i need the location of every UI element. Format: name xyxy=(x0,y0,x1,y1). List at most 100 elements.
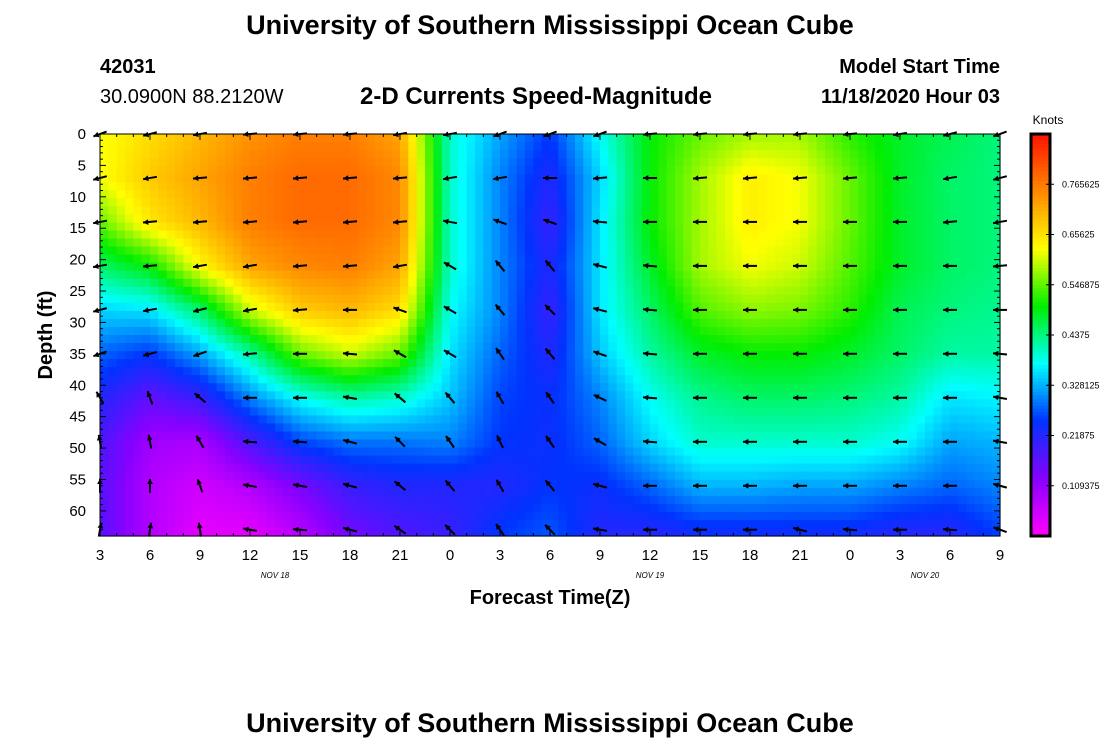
heatmap-cell xyxy=(158,471,168,481)
heatmap-cell xyxy=(916,190,926,199)
heatmap-cell xyxy=(291,166,301,175)
heatmap-cell xyxy=(550,391,559,400)
heatmap-cell xyxy=(566,310,576,320)
heatmap-cell xyxy=(741,254,751,264)
heatmap-cell xyxy=(883,351,893,360)
heatmap-cell xyxy=(925,318,934,328)
heatmap-cell xyxy=(575,254,584,264)
heatmap-cell xyxy=(866,238,876,248)
heatmap-cell xyxy=(316,190,326,199)
heatmap-cell xyxy=(700,383,709,392)
heatmap-cell xyxy=(758,262,768,272)
heatmap-cell xyxy=(625,134,634,143)
heatmap-cell xyxy=(150,335,159,344)
heatmap-cell xyxy=(758,519,768,529)
heatmap-cell xyxy=(708,519,718,529)
heatmap-cell xyxy=(758,511,768,521)
heatmap-cell xyxy=(233,431,243,441)
heatmap-cell xyxy=(316,367,326,376)
heatmap-cell xyxy=(208,431,218,441)
heatmap-cell xyxy=(675,286,684,296)
heatmap-cell xyxy=(633,359,643,368)
heatmap-cell xyxy=(508,375,518,384)
heatmap-cell xyxy=(841,495,851,505)
heatmap-cell xyxy=(500,174,509,183)
heatmap-cell xyxy=(233,134,243,143)
heatmap-cell xyxy=(716,198,726,207)
heatmap-cell xyxy=(183,262,193,272)
heatmap-cell xyxy=(875,134,884,143)
heatmap-cell xyxy=(508,455,518,465)
heatmap-cell xyxy=(900,302,909,312)
heatmap-cell xyxy=(325,206,334,215)
heatmap-cell xyxy=(425,519,434,529)
heatmap-cell xyxy=(141,158,151,167)
heatmap-cell xyxy=(650,479,659,489)
heatmap-cell xyxy=(483,439,493,449)
heatmap-cell xyxy=(658,335,668,344)
heatmap-cell xyxy=(866,182,876,191)
heatmap-cell xyxy=(241,423,251,433)
heatmap-cell xyxy=(825,278,834,288)
heatmap-cell xyxy=(775,375,784,384)
heatmap-cell xyxy=(791,527,801,537)
heatmap-cell xyxy=(566,439,576,449)
heatmap-cell xyxy=(625,407,634,416)
heatmap-cell xyxy=(341,214,351,224)
heatmap-cell xyxy=(400,326,409,336)
heatmap-cell xyxy=(558,439,568,449)
heatmap-cell xyxy=(900,254,909,264)
heatmap-cell xyxy=(416,431,426,441)
heatmap-cell xyxy=(483,174,493,183)
heatmap-cell xyxy=(300,463,309,473)
heatmap-cell xyxy=(616,270,626,280)
heatmap-cell xyxy=(566,166,576,175)
heatmap-cell xyxy=(191,270,201,280)
heatmap-cell xyxy=(425,471,434,481)
heatmap-cell xyxy=(700,310,709,320)
heatmap-cell xyxy=(783,367,793,376)
heatmap-cell xyxy=(658,270,668,280)
heatmap-cell xyxy=(408,198,418,207)
heatmap-cell xyxy=(816,431,826,441)
heatmap-cell xyxy=(741,230,751,240)
heatmap-cell xyxy=(800,182,809,191)
heatmap-cell xyxy=(791,367,801,376)
heatmap-cell xyxy=(258,198,268,207)
heatmap-cell xyxy=(658,222,668,232)
heatmap-cell xyxy=(108,158,118,167)
heatmap-cell xyxy=(783,270,793,280)
heatmap-cell xyxy=(125,383,134,392)
heatmap-cell xyxy=(658,150,668,159)
heatmap-cell xyxy=(133,375,143,384)
heatmap-cell xyxy=(783,142,793,151)
heatmap-cell xyxy=(541,415,551,425)
heatmap-cell xyxy=(541,134,551,143)
heatmap-cell xyxy=(700,335,709,344)
heatmap-cell xyxy=(800,383,809,392)
heatmap-cell xyxy=(300,326,309,336)
heatmap-cell xyxy=(716,407,726,416)
heatmap-cell xyxy=(441,479,451,489)
heatmap-cell xyxy=(533,158,543,167)
heatmap-cell xyxy=(383,278,393,288)
heatmap-cell xyxy=(241,375,251,384)
heatmap-cell xyxy=(775,174,784,183)
heatmap-cell xyxy=(741,447,751,457)
heatmap-cell xyxy=(108,246,118,256)
heatmap-cell xyxy=(883,391,893,400)
heatmap-cell xyxy=(916,463,926,473)
heatmap-cell xyxy=(783,134,793,143)
heatmap-cell xyxy=(883,431,893,441)
heatmap-cell xyxy=(150,407,159,416)
heatmap-cell xyxy=(900,423,909,433)
heatmap-cell xyxy=(533,351,543,360)
heatmap-cell xyxy=(516,415,526,425)
heatmap-cell xyxy=(608,439,618,449)
heatmap-cell xyxy=(150,238,159,248)
heatmap-cell xyxy=(358,423,368,433)
heatmap-cell xyxy=(783,206,793,215)
heatmap-cell xyxy=(666,375,676,384)
heatmap-cell xyxy=(333,447,343,457)
heatmap-cell xyxy=(375,246,384,256)
